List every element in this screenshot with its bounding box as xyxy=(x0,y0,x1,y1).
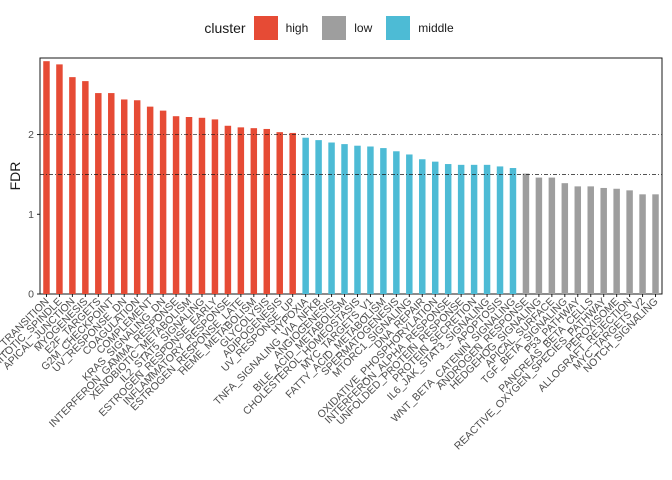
bar xyxy=(457,164,465,294)
bar xyxy=(652,194,659,294)
y-axis-label: FDR xyxy=(7,162,23,191)
bar xyxy=(639,194,646,294)
bar xyxy=(82,81,89,295)
bar xyxy=(95,93,102,294)
legend-label-high: high xyxy=(285,21,309,35)
bar xyxy=(535,177,543,294)
bar xyxy=(626,190,633,294)
legend-label-middle: middle xyxy=(418,21,454,35)
bar xyxy=(419,159,426,294)
bar xyxy=(600,187,607,294)
bar xyxy=(302,137,309,294)
bar xyxy=(431,161,439,294)
legend-title: cluster xyxy=(204,20,246,36)
y-tick-label: 0 xyxy=(28,289,34,301)
bar xyxy=(198,117,206,294)
bar xyxy=(380,148,387,294)
bar xyxy=(367,146,374,294)
bar xyxy=(315,140,322,294)
plot-border xyxy=(39,57,663,295)
bar xyxy=(328,142,335,294)
bar xyxy=(224,125,232,295)
bar xyxy=(43,61,50,294)
plot-area: 012EPITHELIAL_MESENCHYMAL_TRANSITIONMITO… xyxy=(0,57,663,457)
legend-key-high xyxy=(253,16,278,40)
legend-item-high: high xyxy=(253,16,309,40)
bar xyxy=(483,164,491,294)
bar xyxy=(444,164,452,294)
bar xyxy=(470,164,478,294)
bar xyxy=(263,128,271,294)
bar xyxy=(587,186,594,294)
bar xyxy=(159,110,167,295)
bar xyxy=(548,177,556,294)
legend: cluster high low middle xyxy=(0,16,672,40)
bar xyxy=(496,166,504,294)
legend-key-low xyxy=(322,16,347,40)
bar xyxy=(276,132,283,294)
bar xyxy=(185,117,193,294)
bar xyxy=(133,100,141,294)
legend-item-middle: middle xyxy=(386,16,454,40)
bar xyxy=(69,77,76,294)
bar xyxy=(237,127,245,294)
legend-label-low: low xyxy=(354,21,373,35)
bar xyxy=(522,173,530,294)
bar xyxy=(393,151,400,294)
bar xyxy=(56,64,63,294)
legend-key-middle xyxy=(386,16,411,40)
bar xyxy=(341,144,348,294)
bar xyxy=(561,183,569,294)
y-tick-label: 1 xyxy=(28,209,34,221)
bar xyxy=(211,119,219,294)
bar xyxy=(120,99,128,294)
bar xyxy=(406,154,413,294)
bar xyxy=(172,116,180,295)
legend-item-low: low xyxy=(322,16,372,40)
y-tick-label: 2 xyxy=(28,129,34,141)
bar xyxy=(613,188,620,294)
bar xyxy=(289,132,296,294)
bar xyxy=(146,106,154,294)
bar xyxy=(250,128,258,294)
bar xyxy=(509,168,517,294)
bar xyxy=(108,93,115,294)
bar xyxy=(354,145,361,294)
bar xyxy=(574,186,582,294)
